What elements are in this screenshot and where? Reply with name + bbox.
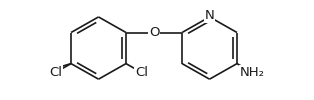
Text: Cl: Cl	[135, 66, 148, 79]
Text: NH₂: NH₂	[240, 66, 265, 79]
Text: O: O	[149, 26, 159, 39]
Text: N: N	[205, 10, 214, 22]
Text: Cl: Cl	[49, 66, 62, 79]
